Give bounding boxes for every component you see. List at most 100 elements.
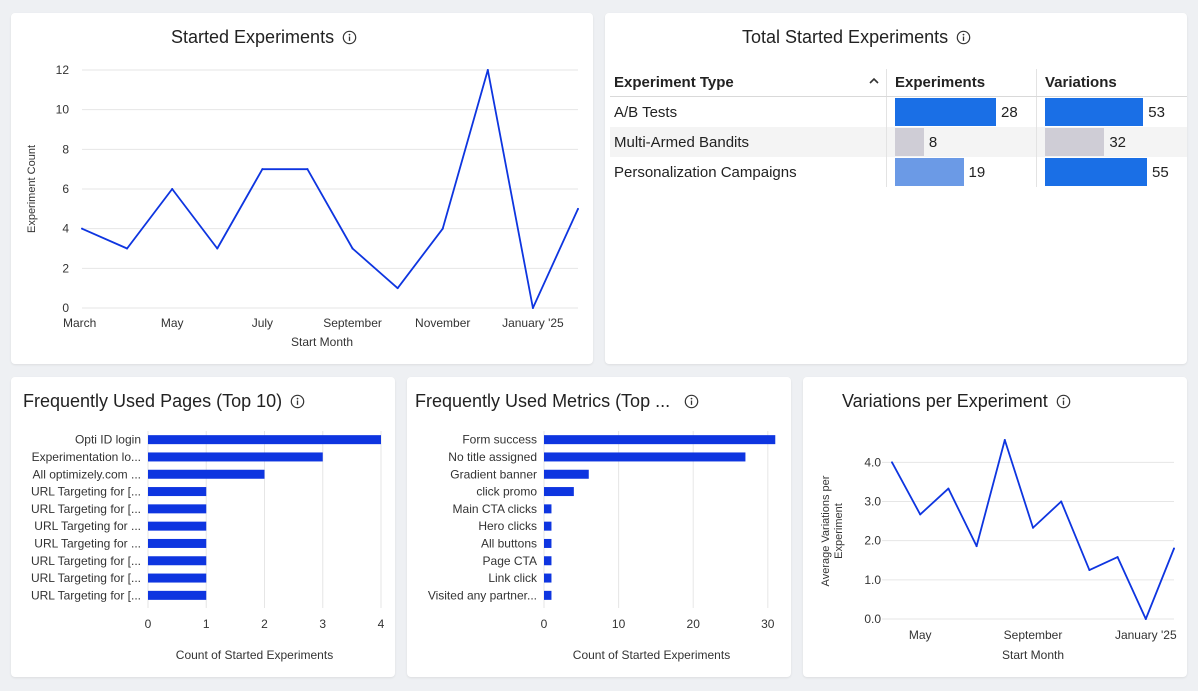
header-experiment-type[interactable]: Experiment Type: [610, 69, 886, 96]
experiments-value: 8: [928, 133, 938, 151]
category-label: Visited any partner...: [428, 588, 537, 602]
category-label: URL Targeting for [...: [31, 502, 141, 516]
x-tick-label: 4: [378, 617, 385, 631]
data-point: [1088, 569, 1091, 572]
table-row[interactable]: Personalization Campaigns 19 55: [610, 157, 1187, 187]
data-point: [975, 545, 978, 548]
frequently-used-metrics-title-text: Frequently Used Metrics (Top ...: [415, 391, 671, 411]
y-axis-label: Average Variations perExperiment: [820, 475, 845, 586]
total-started-experiments-title-text: Total Started Experiments: [742, 27, 949, 47]
bar: [544, 469, 589, 479]
cell-experiment-type: A/B Tests: [614, 103, 678, 121]
started-experiments-title: Started Experiments: [171, 27, 357, 48]
y-tick-label: 3.0: [864, 495, 881, 509]
bar: [148, 521, 207, 531]
header-experiment-type-label: Experiment Type: [614, 74, 734, 91]
category-label: Opti ID login: [75, 433, 141, 447]
bar: [148, 590, 207, 600]
x-tick-label: 20: [687, 617, 701, 631]
bar: [148, 573, 207, 583]
x-tick-label: May: [161, 316, 184, 330]
category-label: Main CTA clicks: [453, 502, 537, 516]
data-point: [1173, 547, 1175, 550]
x-tick-label: July: [252, 316, 273, 330]
data-point: [306, 168, 309, 171]
category-label: Form success: [462, 433, 537, 447]
header-experiments-label: Experiments: [895, 74, 986, 91]
header-variations[interactable]: Variations: [1036, 69, 1187, 96]
data-point: [1032, 526, 1034, 529]
info-icon[interactable]: [1056, 394, 1071, 409]
variations-bar: [1045, 128, 1105, 156]
header-experiments[interactable]: Experiments: [886, 69, 1036, 96]
info-icon[interactable]: [684, 394, 699, 409]
data-point: [947, 487, 950, 490]
category-label: URL Targeting for ...: [34, 519, 141, 533]
sort-ascending-icon[interactable]: [868, 75, 880, 87]
table-row[interactable]: Multi-Armed Bandits 8 32: [610, 127, 1187, 157]
data-point: [1003, 439, 1006, 442]
x-tick-label: 2: [261, 617, 268, 631]
cell-variations: 53: [1036, 97, 1187, 127]
experiments-bar: [895, 158, 964, 186]
x-tick-label: 0: [145, 617, 152, 631]
frequently-used-metrics-chart: 0 10 20 30 Form success No title assigned Grad…: [428, 431, 776, 662]
x-tick-label: September: [1004, 628, 1063, 642]
data-point: [396, 287, 399, 290]
bar: [148, 452, 323, 462]
header-variations-label: Variations: [1045, 74, 1117, 91]
variations-bar: [1045, 98, 1144, 126]
y-tick-label: 6: [62, 182, 69, 196]
frequently-used-metrics-title: Frequently Used Metrics (Top ...: [415, 391, 699, 412]
x-tick-label: September: [323, 316, 382, 330]
bar: [544, 435, 776, 445]
info-icon[interactable]: [342, 30, 357, 45]
variations-per-experiment-card: Variations per Experiment 0.0 1.0 2.0 3.0 4.…: [803, 377, 1187, 677]
bar: [544, 487, 574, 497]
experiments-table: Experiment Type Experiments Variations A…: [610, 69, 1187, 187]
x-tick-label: 3: [319, 617, 326, 631]
data-point: [531, 307, 534, 309]
cell-experiments: 28: [886, 97, 1036, 127]
data-point: [1116, 556, 1119, 559]
x-tick-label: March: [63, 316, 96, 330]
frequently-used-metrics-card: Frequently Used Metrics (Top ... 0 10 20 30…: [407, 377, 791, 677]
x-axis-label: Count of Started Experiments: [176, 648, 333, 662]
variations-value: 32: [1109, 133, 1127, 151]
x-tick-label: January '25: [502, 316, 564, 330]
bar: [544, 556, 552, 566]
info-icon[interactable]: [290, 394, 305, 409]
table-row[interactable]: A/B Tests 28 53: [610, 97, 1187, 127]
bar: [544, 590, 552, 600]
x-tick-label: 0: [541, 617, 548, 631]
cell-experiment-type: Personalization Campaigns: [614, 163, 797, 181]
table-header-row: Experiment Type Experiments Variations: [610, 69, 1187, 97]
data-point: [919, 513, 922, 516]
x-tick-label: 30: [761, 617, 775, 631]
category-label: No title assigned: [448, 450, 537, 464]
bar: [148, 469, 265, 479]
bar: [148, 538, 207, 548]
info-icon[interactable]: [956, 30, 971, 45]
category-label: Hero clicks: [478, 519, 537, 533]
y-tick-label: 2: [62, 261, 69, 275]
category-label: URL Targeting for [...: [31, 554, 141, 568]
experiments-value: 28: [1001, 103, 1018, 121]
y-tick-label: 0: [62, 301, 69, 315]
category-label: All optimizely.com ...: [33, 467, 141, 481]
experiments-bar: [895, 128, 924, 156]
x-axis-label: Start Month: [291, 335, 353, 349]
bar: [148, 487, 207, 497]
data-point: [577, 207, 579, 210]
total-started-experiments-card: Total Started Experiments Experiment Typ…: [605, 13, 1187, 364]
x-tick-label: November: [415, 316, 470, 330]
cell-experiments: 8: [886, 127, 1036, 157]
data-point: [171, 188, 174, 190]
x-tick-label: January '25: [1115, 628, 1177, 642]
frequently-used-pages-chart: 0 1 2 3 4 Opti ID login Experimentation lo... A…: [31, 431, 385, 662]
bar: [148, 556, 207, 566]
variations-bar: [1045, 158, 1147, 186]
series-line: [81, 69, 579, 309]
data-point: [1144, 618, 1147, 620]
x-tick-label: 1: [203, 617, 210, 631]
